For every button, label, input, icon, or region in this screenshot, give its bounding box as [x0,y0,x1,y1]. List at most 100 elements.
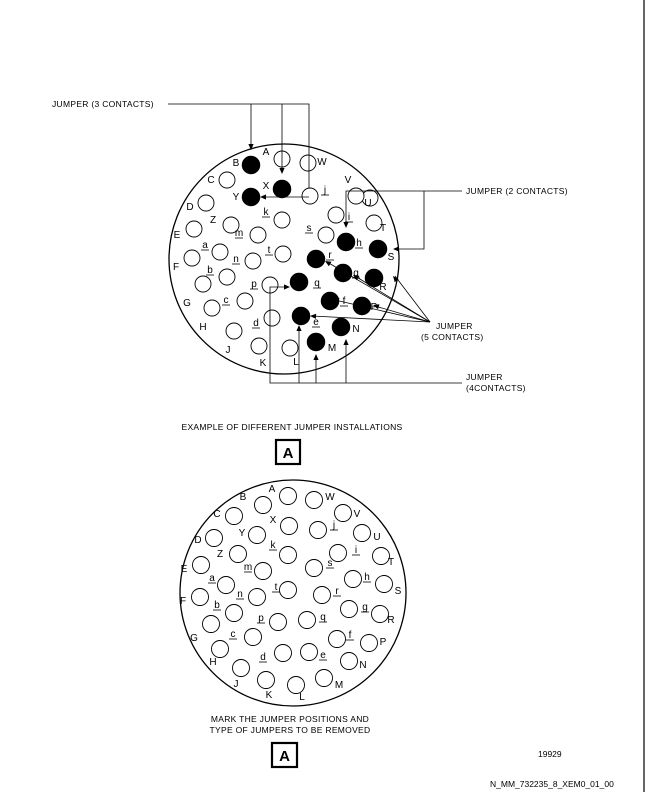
top-pin-hole-d [263,309,281,327]
blank-pin-label-Z: Z [217,549,223,560]
leader-5-to-P [374,305,431,323]
blank-pin-hole-e [300,643,318,661]
top-pin-label-C: C [207,175,214,186]
leader-5-to-R [394,275,431,323]
blank-pin-hole-K [257,671,275,689]
top-pin-label-X: X [263,181,270,192]
top-pin-label-V: V [345,175,352,186]
blank-pin-hole-Y [248,526,266,544]
leader-5-to-g [354,275,431,323]
blank-pin-hole-P [360,634,378,652]
top-pin-label-b: b [207,265,213,276]
blank-pin-label-t: t [275,582,278,593]
blank-pin-label-X: X [270,515,277,526]
top-pin-label-G: G [183,298,191,309]
top-pin-label-g: g [353,268,359,279]
top-pin-label-J: J [226,345,231,356]
callout-jumper-4-line2: (4CONTACTS) [466,383,526,393]
blank-pin-label-s: s [328,558,333,569]
blank-pin-hole-M [315,669,333,687]
blank-pin-hole-f [328,630,346,648]
top-pin-label-p: p [251,279,257,290]
arrowhead-to-e4 [296,325,302,331]
top-pin-hole-L [281,339,299,357]
top-pin-hole-S-jumpered [368,239,388,259]
top-pin-hole-k [273,211,291,229]
blank-pin-hole-i [329,544,347,562]
top-pin-label-q: q [314,278,320,289]
blank-pin-hole-t [279,581,297,599]
blank-pin-hole-J [232,659,250,677]
blank-pin-label-S: S [395,586,402,597]
top-pin-hole-h-jumpered [336,232,356,252]
blank-pin-hole-V [334,504,352,522]
top-pin-label-N: N [352,324,359,335]
arrowhead-to-Y [260,194,266,200]
blank-pin-label-M: M [335,680,343,691]
top-pin-label-U: U [364,198,371,209]
blank-pin-label-c: c [231,629,236,640]
top-pin-label-s: s [307,223,312,234]
jumper-leader-lines [168,103,462,384]
top-pin-hole-c [236,292,254,310]
top-pin-label-T: T [380,223,386,234]
arrowhead-to-e5 [310,313,317,319]
top-pin-hole-Z [222,216,240,234]
top-pin-hole-n [244,252,262,270]
leader-5-to-r [326,261,431,323]
top-pin-label-r: r [328,250,332,261]
blank-pin-label-H: H [209,657,216,668]
connector-face-example: A B C D E F G H J K L M N PR S T U V W X Y Za b c d e f g h i j k m n p q r s… [168,103,462,384]
view-label-bottom: A [279,748,290,765]
blank-pin-hole-U [353,524,371,542]
top-pin-label-m: m [235,228,243,239]
arrowhead-to-f [333,297,340,303]
blank-pin-label-W: W [325,492,335,503]
blank-pin-hole-h [344,570,362,588]
top-pin-hole-M-jumpered [306,332,326,352]
top-pin-hole-Y-jumpered [241,187,261,207]
blank-pin-label-n: n [237,589,243,600]
blank-pin-label-k: k [271,540,277,551]
top-pin-label-i: i [348,212,350,223]
top-pin-hole-N-jumpered [331,317,351,337]
top-pin-label-P: P [371,302,378,313]
top-pin-hole-j [301,187,319,205]
caption-example: EXAMPLE OF DIFFERENT JUMPER INSTALLATION… [181,422,402,432]
blank-pin-label-Y: Y [239,528,246,539]
top-pin-label-W: W [317,157,327,168]
top-pin-hole-X-jumpered [272,179,292,199]
figure-identifier: N_MM_732235_8_XEM0_01_00 [490,779,614,789]
top-pin-hole-G [194,275,212,293]
blank-pin-label-g: g [362,602,368,613]
top-pin-label-c: c [224,295,229,306]
blank-pin-hole-W [305,491,323,509]
top-pin-hole-W [299,154,317,172]
leader-2-to-h [345,190,462,226]
leader-5-to-f [334,299,431,323]
top-pin-label-d: d [253,318,259,329]
blank-pin-label-R: R [387,615,394,626]
top-pin-label-n: n [233,254,239,265]
top-pin-label-K: K [260,358,267,369]
top-pin-hole-b [218,268,236,286]
leader-5-to-e [311,315,431,323]
top-pin-label-a: a [202,240,208,251]
top-pin-hole-a [211,243,229,261]
connector-face-blank: A B C D E F G H J K L M N PR S T U V W X Y Za b c d e f g h i j k m n p q r s… [179,479,407,707]
blank-pin-label-L: L [299,692,305,703]
top-pin-label-e: e [313,317,319,328]
arrowhead-to-r [325,261,332,267]
blank-pin-hole-X [280,517,298,535]
blank-pin-hole-n [248,588,266,606]
blank-pin-label-m: m [244,562,252,573]
blank-pin-label-C: C [213,509,220,520]
blank-pin-hole-c [244,628,262,646]
top-pin-hole-J [225,322,243,340]
top-pin-hole-K [250,337,268,355]
view-label-box-top [274,438,302,466]
blank-pin-label-T: T [388,557,394,568]
callout-jumper-3-contacts: JUMPER (3 CONTACTS) [52,99,154,109]
callout-jumper-5-line1: JUMPER [436,321,473,331]
